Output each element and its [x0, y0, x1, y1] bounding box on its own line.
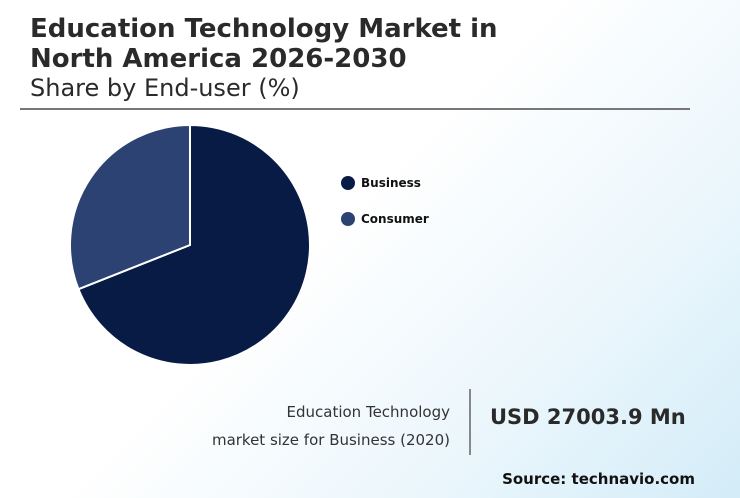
legend-label-consumer: Consumer	[361, 212, 429, 226]
legend-item-consumer: Consumer	[341, 211, 429, 227]
market-size-description: Education Technology market size for Bus…	[180, 398, 450, 454]
legend-swatch-business	[341, 176, 355, 190]
chart-legend: Business Consumer	[341, 175, 429, 247]
legend-label-business: Business	[361, 176, 421, 190]
title-line-1: Education Technology Market in	[30, 14, 498, 44]
title-line-2: North America 2026-2030	[30, 44, 407, 74]
source-credit: Source: technavio.com	[502, 470, 695, 488]
market-size-desc-line-1: Education Technology	[286, 403, 450, 421]
market-size-desc-line-2: market size for Business (2020)	[211, 431, 450, 449]
legend-swatch-consumer	[341, 212, 355, 226]
chart-title: Education Technology Market in North Ame…	[30, 14, 590, 74]
pie-slice-business	[77, 123, 311, 366]
header-divider	[20, 108, 690, 110]
metric-separator	[469, 389, 471, 455]
pie-slice-consumer	[69, 123, 191, 291]
market-size-value: USD 27003.9 Mn	[490, 405, 686, 429]
chart-subtitle: Share by End-user (%)	[30, 74, 300, 102]
legend-item-business: Business	[341, 175, 429, 191]
